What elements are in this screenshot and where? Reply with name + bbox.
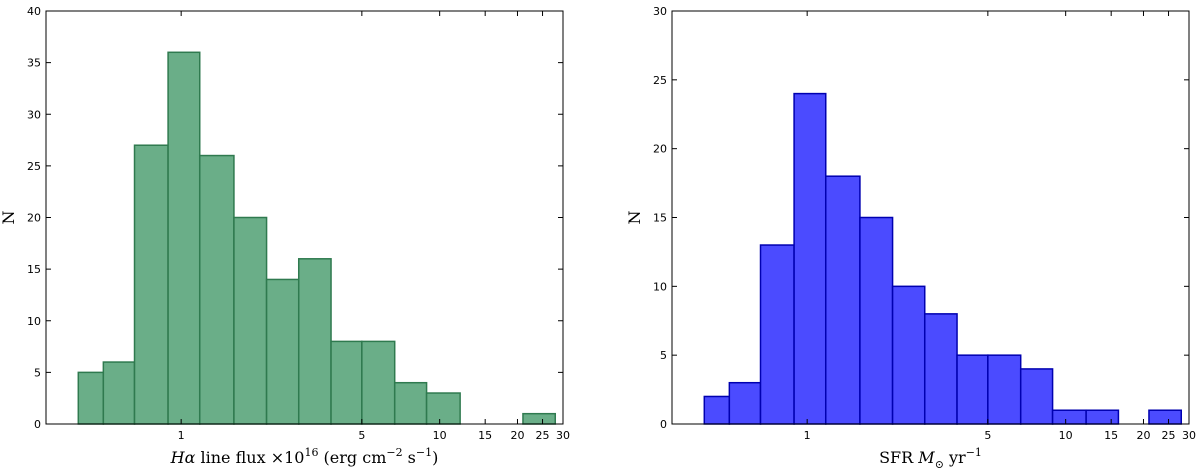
right-plot-frame xyxy=(671,10,1190,425)
left-ytick-label: 5 xyxy=(34,366,41,379)
left-ytick-label: 25 xyxy=(27,160,41,173)
left-bar-0 xyxy=(77,371,105,425)
right-xtick-label: 5 xyxy=(984,429,991,442)
left-plot-frame xyxy=(45,10,564,425)
left-bar-3 xyxy=(167,51,201,425)
right-ytick-label: 5 xyxy=(660,349,667,362)
right-bar-5 xyxy=(859,216,894,425)
left-ytick-label: 0 xyxy=(34,418,41,431)
right-xtick-label: 1 xyxy=(804,429,811,442)
left-bar-4 xyxy=(198,154,235,425)
left-x-axis-title: Hα line flux ×1016 (erg cm−2 s−1) xyxy=(170,446,439,467)
right-xtick-label: 25 xyxy=(1162,429,1176,442)
left-bar-14 xyxy=(522,412,557,425)
left-xtick-label: 25 xyxy=(536,429,550,442)
right-ytick-label: 30 xyxy=(653,5,667,18)
left-xtick-label: 10 xyxy=(433,429,447,442)
right-ytick-label: 25 xyxy=(653,74,667,87)
right-xtick-label: 15 xyxy=(1104,429,1118,442)
left-xtick-label: 1 xyxy=(178,429,185,442)
right-xtick-label: 30 xyxy=(1182,429,1196,442)
left-bars xyxy=(77,51,557,425)
right-bar-8 xyxy=(956,354,989,425)
right-xtick-label: 10 xyxy=(1059,429,1073,442)
left-bar-9 xyxy=(361,340,396,425)
right-bar-3 xyxy=(793,92,827,425)
right-ytick-label: 0 xyxy=(660,418,667,431)
left-ytick-label: 40 xyxy=(27,5,41,18)
left-xtick-label: 20 xyxy=(510,429,524,442)
right-bar-1 xyxy=(728,381,762,425)
right-bar-0 xyxy=(703,395,731,425)
left-bar-8 xyxy=(330,340,363,425)
left-bar-1 xyxy=(102,361,136,425)
left-bar-5 xyxy=(233,216,268,425)
left-bar-2 xyxy=(133,144,169,425)
right-x-axis-title: SFR M⊙ yr−1 xyxy=(879,446,982,471)
right-bar-4 xyxy=(824,175,861,425)
left-bar-6 xyxy=(265,278,300,425)
left-y-axis-title: N xyxy=(0,211,18,225)
left-bar-11 xyxy=(425,392,461,425)
left-bar-10 xyxy=(393,381,428,425)
right-bar-6 xyxy=(891,285,926,425)
left-xtick-label: 15 xyxy=(478,429,492,442)
left-xtick-label: 5 xyxy=(358,429,365,442)
right-bar-2 xyxy=(759,244,795,425)
left-ytick-label: 10 xyxy=(27,315,41,328)
left-ytick-label: 20 xyxy=(27,212,41,225)
right-bar-12 xyxy=(1085,409,1120,425)
right-ytick-label: 15 xyxy=(653,212,667,225)
right-y-axis-title: N xyxy=(625,211,644,225)
right-bar-14 xyxy=(1148,409,1183,425)
right-ytick-label: 10 xyxy=(653,280,667,293)
left-ytick-label: 30 xyxy=(27,108,41,121)
right-ytick-label: 20 xyxy=(653,143,667,156)
right-bars xyxy=(703,92,1183,425)
left-ytick-label: 15 xyxy=(27,263,41,276)
right-xtick-label: 20 xyxy=(1136,429,1150,442)
right-bar-7 xyxy=(923,313,958,425)
left-xtick-label: 30 xyxy=(556,429,570,442)
right-bar-11 xyxy=(1051,409,1087,425)
left-ytick-label: 35 xyxy=(27,57,41,70)
right-bar-9 xyxy=(987,354,1022,425)
right-bar-10 xyxy=(1019,368,1054,425)
left-bar-7 xyxy=(297,258,332,425)
